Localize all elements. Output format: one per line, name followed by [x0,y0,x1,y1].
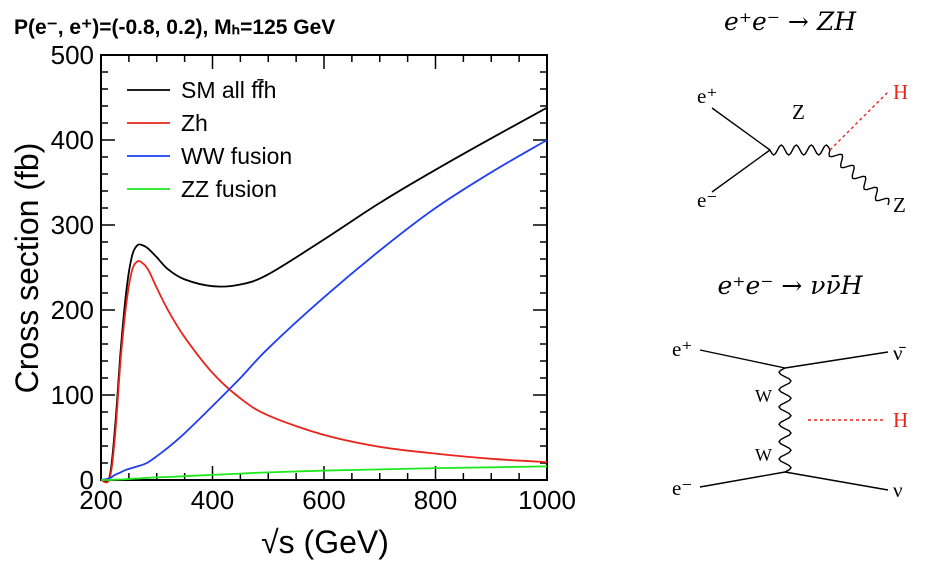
series-line-sm-all [100,106,548,483]
diagram-zh-title: e⁺e⁻ → ZH [724,7,857,36]
y-tick-label: 100 [51,380,94,410]
zh-eplus-line [711,107,771,151]
zh-z-internal-label: Z [792,100,805,124]
vvh-w-propagator [778,367,792,473]
plot-frame [100,54,548,481]
vvh-eminus-line [699,471,786,488]
vvh-nubar-label: ν̄ [893,341,906,365]
zh-eminus-line [711,149,771,193]
diagram-vvh-title: e⁺e⁻ → νν̄H [717,271,863,300]
vvh-nu-line [784,471,889,491]
vvh-w-lower-label: W [755,445,772,465]
legend-label-sm-all: SM all ff̄h [181,77,276,103]
vvh-eplus-label: e⁺ [672,337,692,361]
vvh-nubar-line [784,351,889,369]
series-line-ww-fusion [100,139,548,481]
y-tick-label: 400 [51,125,94,155]
legend-label-zz-fusion: ZZ fusion [181,176,277,202]
y-tick-label: 300 [51,210,94,240]
axis-ticks [100,54,548,481]
zh-z-out-label: Z [893,193,906,217]
vvh-eplus-line [699,349,786,369]
series-line-zh [100,260,548,484]
zh-higgs-line [829,91,889,151]
vvh-eminus-label: e⁻ [672,476,692,500]
y-tick-label: 200 [51,295,94,325]
x-tick-label: 400 [191,485,234,515]
diagram-vvh: e⁺e⁻ → νν̄H e⁺ e⁻ W W ν̄ H ν [672,271,908,502]
zh-z-propagator [769,144,831,156]
vvh-h-label: H [893,408,908,432]
vvh-nu-label: ν [893,478,903,502]
legend-label-ww-fusion: WW fusion [181,143,292,169]
vvh-w-upper-label: W [755,386,772,406]
legend: SM all ff̄h Zh WW fusion ZZ fusion [127,77,292,202]
zh-eplus-label: e⁺ [697,84,717,108]
y-axis-title: Cross section (fb) [9,143,45,394]
chart-title: P(e⁻, e⁺)=(-0.8, 0.2), Mₕ=125 GeV [14,16,335,39]
y-tick-label: 0 [80,465,94,495]
x-tick-label: 600 [302,485,345,515]
x-tick-label: 1000 [518,485,576,515]
y-tick-label: 500 [51,40,94,70]
axis-tick-labels: 200 400 600 800 1000 0 100 200 300 400 500 [51,40,576,515]
legend-label-zh: Zh [181,110,208,136]
series-lines [100,106,548,484]
zh-h-label: H [893,80,908,104]
zh-eminus-label: e⁻ [697,188,717,212]
x-tick-label: 800 [414,485,457,515]
zh-z-outgoing [828,149,890,206]
x-axis-title: √s (GeV) [261,524,389,560]
x-tick-label: 200 [79,485,122,515]
series-line-zz-fusion [101,465,548,481]
diagram-zh: e⁺e⁻ → ZH e⁺ e⁻ Z H Z [697,7,908,217]
